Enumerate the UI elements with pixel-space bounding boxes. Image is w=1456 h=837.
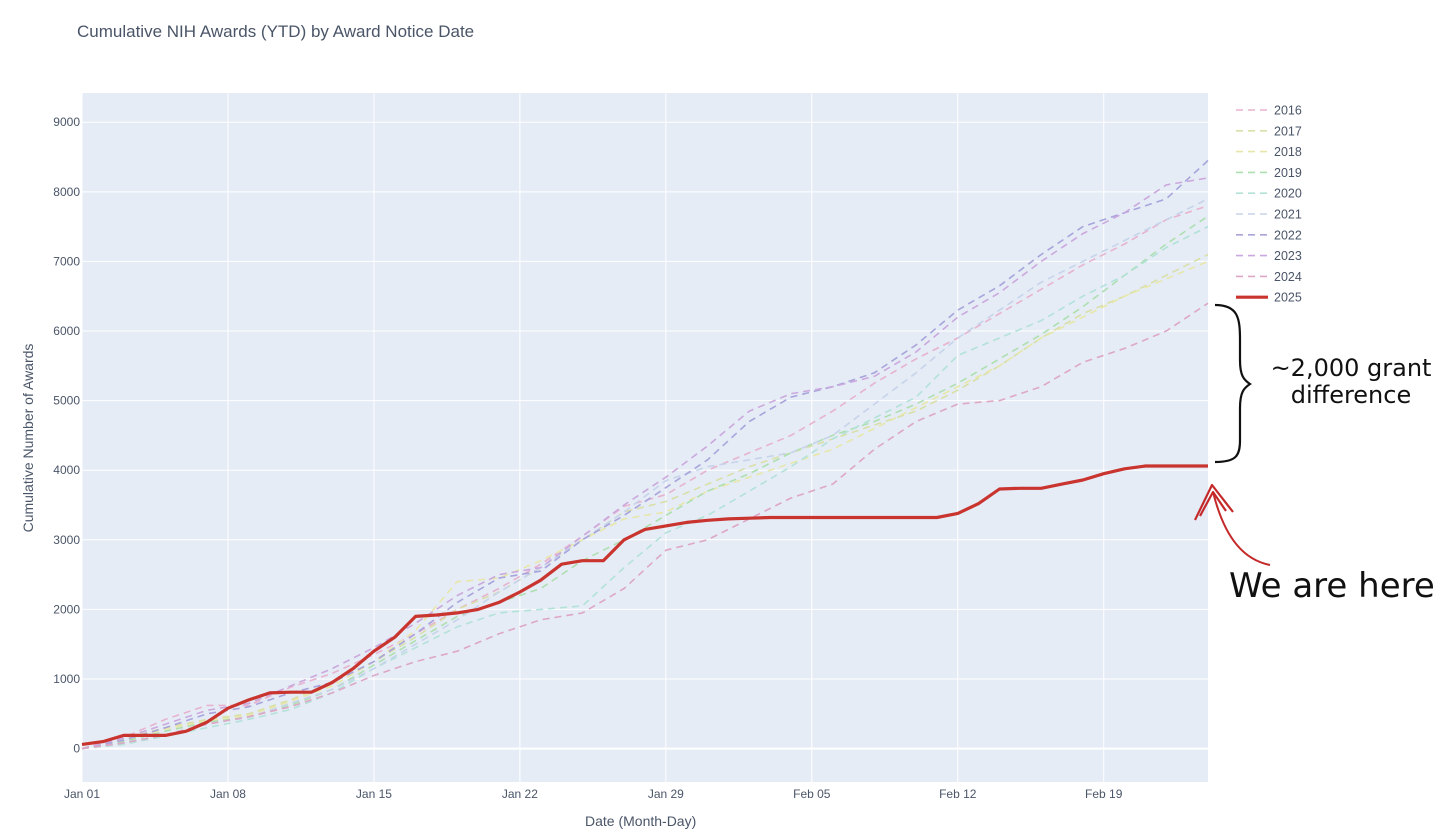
- y-tick-label: 7000: [53, 254, 80, 268]
- legend-label-2023: 2023: [1274, 249, 1302, 263]
- y-tick-label: 3000: [53, 533, 80, 547]
- chart-title: Cumulative NIH Awards (YTD) by Award Not…: [77, 22, 475, 41]
- x-gridlines: [81, 93, 1105, 782]
- series-line-2025: [81, 464, 1208, 746]
- series-line-2017: [81, 253, 1209, 750]
- x-tick-label: Feb 12: [939, 787, 977, 801]
- we-are-here-annotation: We are here: [1229, 566, 1435, 606]
- legend-label-2017: 2017: [1274, 124, 1302, 138]
- x-tick-labels: Jan 01 Jan 08 Jan 15 Jan 22 Jan 29 Feb 05 Feb …: [64, 787, 1123, 801]
- legend-label-2018: 2018: [1274, 145, 1302, 159]
- legend: 2016 2017 2018 2019 2020 2021 2022 2023 2024 2025: [1236, 104, 1302, 305]
- series-line-2016: [81, 204, 1209, 750]
- series-line-2021: [81, 198, 1209, 750]
- pointer-arrow-shaft: [1212, 491, 1271, 566]
- y-tick-label: 0: [73, 742, 80, 756]
- legend-label-2021: 2021: [1274, 208, 1302, 222]
- series-line-2020: [81, 225, 1209, 750]
- legend-label-2025: 2025: [1274, 291, 1302, 305]
- x-tick-label: Jan 29: [648, 787, 684, 801]
- legend-label-2022: 2022: [1274, 228, 1302, 242]
- x-tick-label: Jan 22: [502, 787, 538, 801]
- x-tick-label: Jan 08: [210, 787, 246, 801]
- y-tick-label: 8000: [53, 185, 80, 199]
- x-tick-label: Jan 01: [64, 787, 100, 801]
- series-line-2023: [81, 177, 1209, 750]
- curly-brace: [1214, 303, 1252, 464]
- legend-label-2024: 2024: [1274, 270, 1302, 284]
- y-axis-label: Cumulative Number of Awards: [20, 343, 36, 533]
- y-tick-labels: 0 1000 2000 3000 4000 5000 6000 7000 8000 9000: [53, 115, 80, 755]
- y-tick-label: 4000: [53, 463, 80, 477]
- y-tick-label: 5000: [53, 394, 80, 408]
- y-gridlines: [82, 121, 1208, 750]
- series-line-2022: [81, 159, 1209, 750]
- legend-label-2020: 2020: [1274, 187, 1302, 201]
- series-lines: [81, 159, 1209, 750]
- y-tick-label: 1000: [53, 672, 80, 686]
- legend-label-2019: 2019: [1274, 166, 1302, 180]
- pointer-arrow-head: [1194, 483, 1234, 521]
- x-tick-label: Jan 15: [356, 787, 392, 801]
- y-tick-label: 6000: [53, 324, 80, 338]
- series-line-2018: [81, 260, 1209, 750]
- legend-label-2016: 2016: [1274, 104, 1302, 118]
- difference-annotation: ~2,000 grant difference: [1270, 354, 1432, 409]
- y-tick-label: 9000: [53, 115, 80, 129]
- x-axis-label: Date (Month-Day): [585, 813, 697, 829]
- plot-area: [82, 93, 1208, 782]
- y-tick-label: 2000: [53, 602, 80, 616]
- x-tick-label: Feb 19: [1085, 787, 1123, 801]
- x-tick-label: Feb 05: [793, 787, 831, 801]
